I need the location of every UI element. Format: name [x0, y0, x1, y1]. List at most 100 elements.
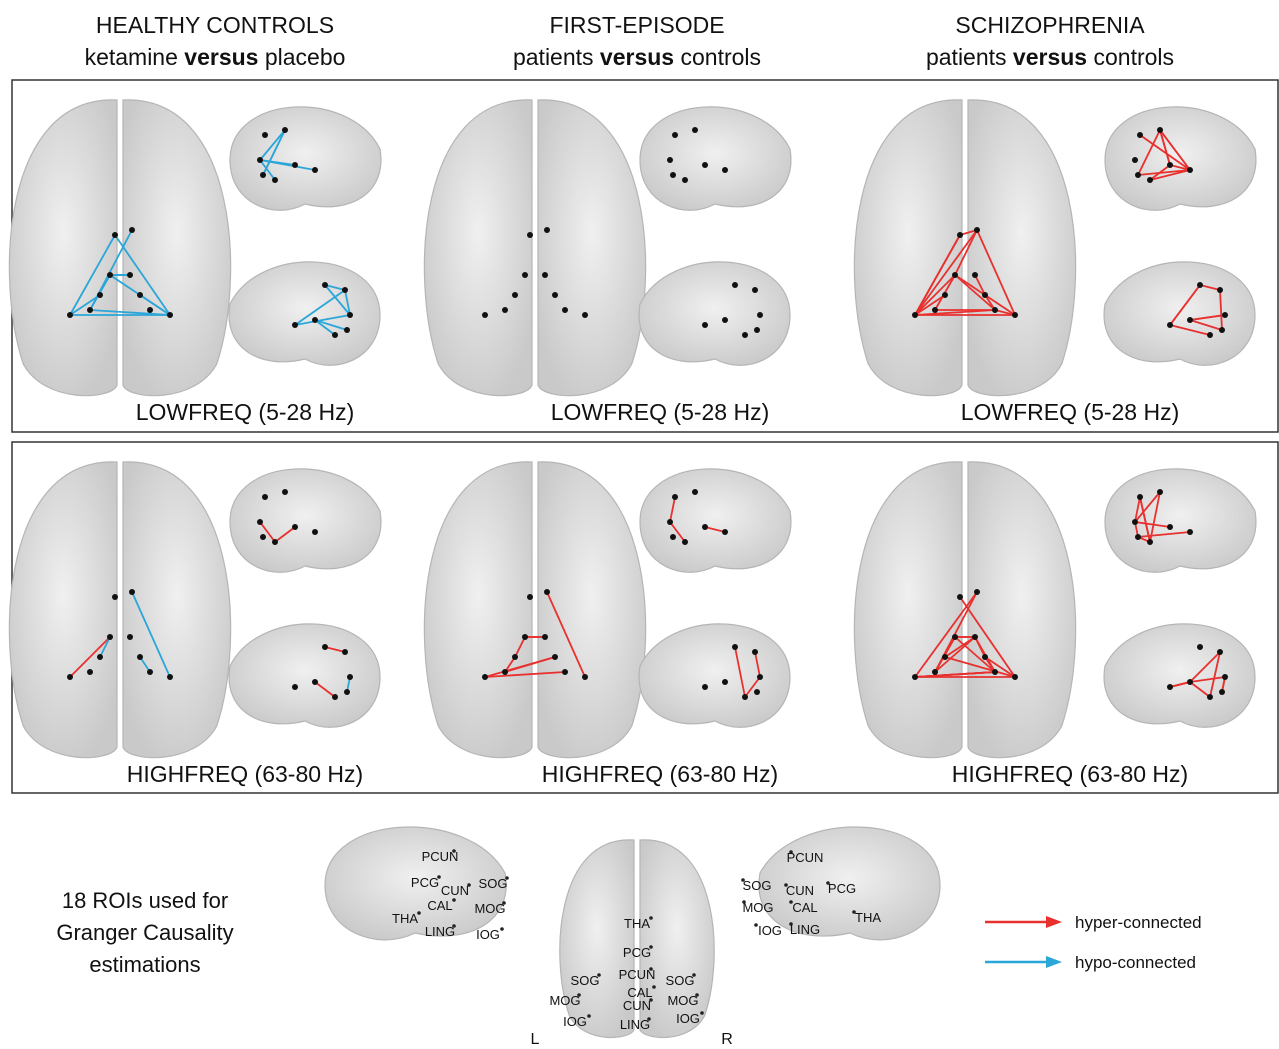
roi-node: [692, 127, 698, 133]
column-subtitle: ketamine versus placebo: [85, 44, 346, 70]
roi-node: [1167, 524, 1173, 530]
roi-label: PCG: [623, 945, 651, 960]
roi-node: [502, 307, 508, 313]
roi-node: [1217, 649, 1223, 655]
roi-node: [582, 312, 588, 318]
roi-node: [97, 654, 103, 660]
roi-node: [1217, 287, 1223, 293]
roi-node: [672, 132, 678, 138]
roi-node: [167, 674, 173, 680]
roi-node: [292, 322, 298, 328]
roi-node: [544, 227, 550, 233]
row-label: HIGHFREQ (63-80 Hz): [542, 761, 778, 787]
roi-node: [974, 589, 980, 595]
roi-node: [347, 312, 353, 318]
subtitle-text: patients: [513, 44, 600, 70]
roi-node: [992, 669, 998, 675]
roi-note: estimations: [89, 952, 200, 977]
roi-label: MOG: [549, 993, 580, 1008]
subtitle-text: ketamine: [85, 44, 185, 70]
roi-label: IOG: [563, 1014, 587, 1029]
roi-node: [742, 332, 748, 338]
roi-node: [527, 232, 533, 238]
roi-node: [1147, 177, 1153, 183]
roi-node: [672, 494, 678, 500]
roi-node: [732, 282, 738, 288]
roi-node: [952, 634, 958, 640]
subtitle-text: patients: [926, 44, 1013, 70]
roi-node: [587, 1014, 591, 1018]
subtitle-bold: versus: [1013, 44, 1087, 70]
roi-node: [344, 689, 350, 695]
roi-node: [1135, 534, 1141, 540]
roi-node: [942, 654, 948, 660]
roi-node: [582, 674, 588, 680]
roi-node: [452, 898, 456, 902]
column-title: HEALTHY CONTROLS: [96, 12, 334, 38]
roi-node: [292, 162, 298, 168]
roi-node: [562, 669, 568, 675]
roi-node: [702, 162, 708, 168]
row-label: HIGHFREQ (63-80 Hz): [952, 761, 1188, 787]
roi-node: [932, 669, 938, 675]
roi-note: Granger Causality: [56, 920, 233, 945]
roi-node: [1147, 539, 1153, 545]
roi-node: [512, 292, 518, 298]
roi-node: [1157, 489, 1163, 495]
roi-node: [312, 529, 318, 535]
roi-note: 18 ROIs used for: [62, 888, 228, 913]
roi-node: [87, 669, 93, 675]
roi-node: [260, 534, 266, 540]
roi-node: [282, 489, 288, 495]
roi-node: [312, 167, 318, 173]
roi-node: [1167, 684, 1173, 690]
roi-node: [562, 307, 568, 313]
roi-label: CAL: [792, 900, 817, 915]
roi-node: [342, 287, 348, 293]
roi-node: [127, 272, 133, 278]
orientation-label: L: [531, 1031, 540, 1048]
roi-node: [257, 519, 263, 525]
roi-node: [342, 649, 348, 655]
roi-node: [312, 679, 318, 685]
legend-label: hyper-connected: [1075, 913, 1202, 932]
roi-node: [282, 127, 288, 133]
roi-node: [1167, 162, 1173, 168]
roi-node: [722, 679, 728, 685]
roi-label: IOG: [476, 927, 500, 942]
roi-node: [129, 227, 135, 233]
roi-label: CAL: [427, 898, 452, 913]
roi-node: [527, 594, 533, 600]
column-title: SCHIZOPHRENIA: [955, 12, 1145, 38]
roi-node: [167, 312, 173, 318]
roi-node: [757, 312, 763, 318]
roi-node: [1012, 312, 1018, 318]
roi-node: [1135, 172, 1141, 178]
row-label: LOWFREQ (5-28 Hz): [136, 399, 355, 425]
roi-node: [700, 1011, 704, 1015]
roi-node: [912, 312, 918, 318]
roi-label: MOG: [742, 900, 773, 915]
orientation-label: R: [721, 1031, 733, 1048]
roi-node: [670, 534, 676, 540]
roi-node: [1137, 494, 1143, 500]
roi-node: [957, 232, 963, 238]
roi-node: [522, 634, 528, 640]
roi-label: PCG: [411, 875, 439, 890]
roi-node: [552, 654, 558, 660]
roi-node: [1132, 157, 1138, 163]
roi-node: [652, 985, 656, 989]
roi-label: MOG: [474, 901, 505, 916]
roi-node: [667, 157, 673, 163]
roi-node: [107, 634, 113, 640]
roi-node: [702, 684, 708, 690]
roi-label: THA: [624, 916, 650, 931]
roi-node: [127, 634, 133, 640]
roi-node: [502, 669, 508, 675]
roi-node: [682, 539, 688, 545]
roi-node: [87, 307, 93, 313]
roi-node: [147, 669, 153, 675]
roi-label: SOG: [479, 876, 508, 891]
roi-label: PCUN: [619, 967, 656, 982]
subtitle-text: controls: [674, 44, 761, 70]
